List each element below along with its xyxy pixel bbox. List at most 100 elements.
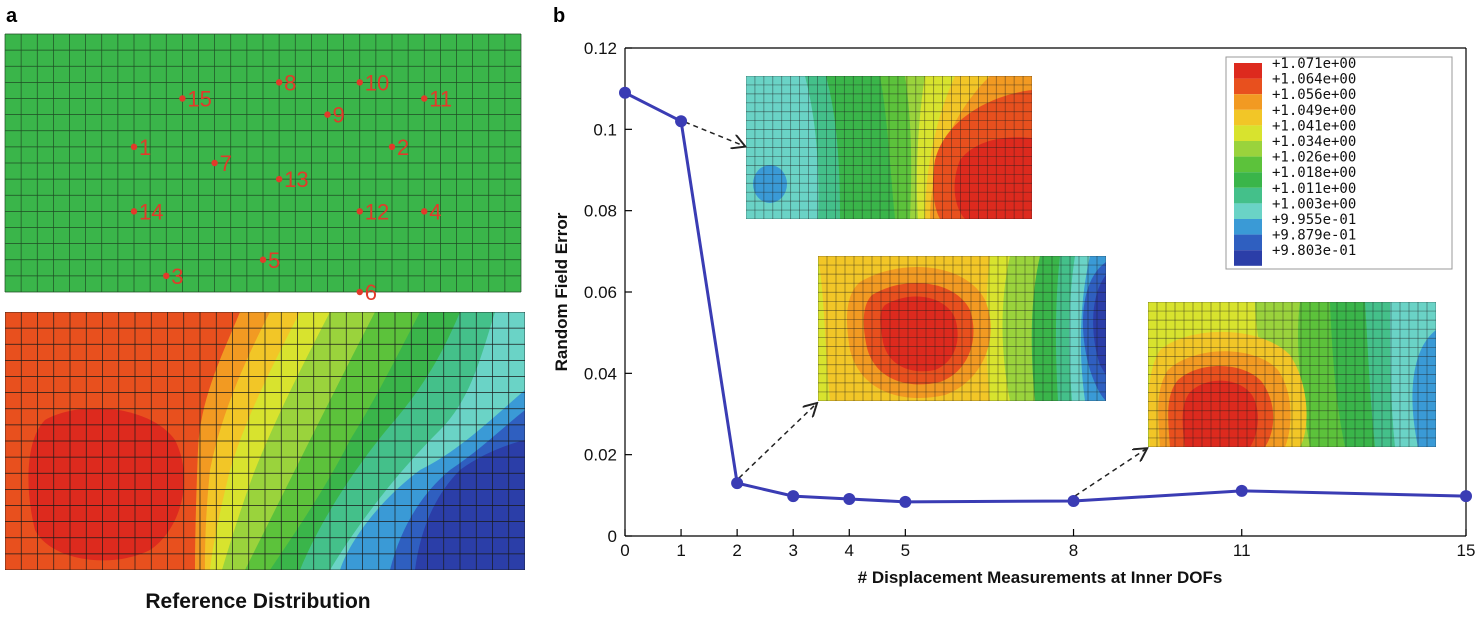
error-series — [619, 86, 1472, 508]
measurement-point-10 — [356, 79, 363, 86]
measurement-point-label: 1 — [139, 135, 151, 160]
data-point — [619, 86, 631, 99]
measurement-point-label: 13 — [284, 167, 308, 192]
measurement-point-15 — [179, 95, 186, 102]
x-tick-label: 3 — [788, 541, 797, 560]
colorbar-label: +1.056e+00 — [1272, 87, 1356, 103]
measurement-point-11 — [421, 95, 428, 102]
inset-contour-2 — [818, 256, 1106, 401]
x-axis-label: # Displacement Measurements at Inner DOF… — [858, 568, 1223, 587]
colorbar-swatch — [1234, 219, 1262, 235]
data-point — [787, 490, 800, 503]
x-tick-label: 4 — [845, 541, 854, 560]
measurement-point-3 — [163, 272, 170, 280]
x-tick-label: 15 — [1457, 541, 1476, 560]
reference-mesh-grid — [5, 312, 525, 570]
measurement-point-14 — [130, 208, 138, 215]
measurement-point-label: 11 — [429, 87, 452, 112]
data-point — [731, 477, 744, 490]
measurement-point-label: 3 — [171, 264, 183, 289]
inset-arrows — [684, 121, 1146, 497]
measurement-point-label: 6 — [365, 280, 377, 305]
arrow-to-inset-2 — [738, 404, 816, 479]
colorbar-swatch — [1234, 141, 1262, 157]
measurement-point-1 — [130, 143, 138, 151]
colorbar-swatch — [1234, 78, 1262, 95]
colorbar-swatch — [1234, 156, 1262, 173]
colorbar-swatch — [1234, 125, 1262, 141]
inset-1-mesh-grid — [746, 76, 1032, 219]
y-ticks: 0 0.02 0.04 0.06 0.08 0.1 0.12 — [584, 39, 632, 546]
x-tick-label: 5 — [901, 541, 910, 560]
measurement-point-label: 8 — [284, 70, 296, 95]
colorbar-swatch — [1234, 63, 1262, 79]
colorbar-label: +1.071e+00 — [1272, 56, 1356, 72]
measurement-point-4 — [421, 208, 428, 215]
data-point — [843, 492, 856, 505]
y-axis-label: Random Field Error — [552, 212, 571, 371]
y-tick-label: 0.1 — [593, 120, 617, 139]
colorbar-frame — [1225, 56, 1453, 270]
colorbar: +1.071e+00+1.064e+00+1.056e+00+1.049e+00… — [1225, 56, 1453, 270]
colorbar-swatch — [1234, 234, 1262, 251]
measurement-point-13 — [275, 175, 283, 183]
colorbar-label: +1.018e+00 — [1272, 165, 1356, 181]
measurement-point-label: 5 — [268, 248, 280, 273]
panel-a-label: a — [6, 5, 18, 27]
colorbar-swatch — [1234, 250, 1262, 266]
chart-axes: 0 0.02 0.04 0.06 0.08 0.1 0.12 0 1 2 3 4 5 8 11 15 — [584, 39, 1476, 560]
inset-contour-3 — [1148, 302, 1436, 447]
colorbar-label: +1.041e+00 — [1272, 118, 1356, 134]
measurement-point-label: 12 — [365, 199, 389, 224]
colorbar-label: +1.026e+00 — [1272, 150, 1356, 166]
colorbar-label: +1.064e+00 — [1272, 72, 1356, 88]
colorbar-swatch — [1234, 203, 1262, 219]
colorbar-label: +1.011e+00 — [1272, 181, 1356, 197]
measurement-point-label: 2 — [397, 135, 409, 160]
data-point — [899, 495, 912, 508]
reference-distribution — [5, 312, 525, 570]
x-tick-label: 1 — [676, 541, 685, 560]
x-tick-label: 11 — [1233, 541, 1251, 560]
measurement-point-6 — [356, 288, 363, 296]
measurement-point-label: 4 — [429, 199, 441, 224]
arrow-to-inset-1 — [684, 121, 744, 146]
measurement-point-9 — [324, 111, 331, 118]
y-tick-label: 0.02 — [584, 446, 617, 465]
data-point — [1235, 484, 1248, 497]
colorbar-label: +9.955e-01 — [1272, 212, 1356, 228]
panel-b-label: b — [553, 5, 565, 27]
inset-3-mesh-grid — [1148, 302, 1436, 447]
colorbar-label: +1.049e+00 — [1272, 103, 1356, 119]
colorbar-label: +9.879e-01 — [1272, 228, 1356, 244]
x-tick-label: 2 — [732, 541, 741, 560]
measurement-point-label: 15 — [187, 87, 211, 112]
arrow-to-inset-3 — [1074, 449, 1146, 497]
y-tick-label: 0 — [608, 527, 617, 546]
x-ticks: 0 1 2 3 4 5 8 11 15 — [620, 529, 1475, 560]
inset-contour-1 — [746, 76, 1032, 219]
y-tick-label: 0.12 — [584, 39, 617, 58]
measurement-point-5 — [259, 256, 267, 263]
measurement-point-label: 7 — [220, 151, 232, 176]
y-tick-label: 0.06 — [584, 283, 617, 302]
colorbar-swatch — [1234, 109, 1262, 126]
reference-caption: Reference Distribution — [145, 590, 370, 612]
data-point — [675, 115, 688, 128]
measurement-point-label: 14 — [139, 199, 163, 224]
data-point — [1460, 490, 1472, 503]
colorbar-swatch — [1234, 94, 1262, 110]
x-tick-label: 8 — [1069, 541, 1078, 560]
colorbar-swatch — [1234, 172, 1262, 188]
inset-2-mesh-grid — [818, 256, 1106, 401]
measurement-point-2 — [388, 143, 396, 151]
colorbar-label: +9.803e-01 — [1272, 243, 1356, 259]
data-point — [1067, 495, 1080, 508]
colorbar-label: +1.003e+00 — [1272, 196, 1356, 212]
measurement-point-7 — [211, 159, 218, 167]
colorbar-label: +1.034e+00 — [1272, 134, 1356, 150]
